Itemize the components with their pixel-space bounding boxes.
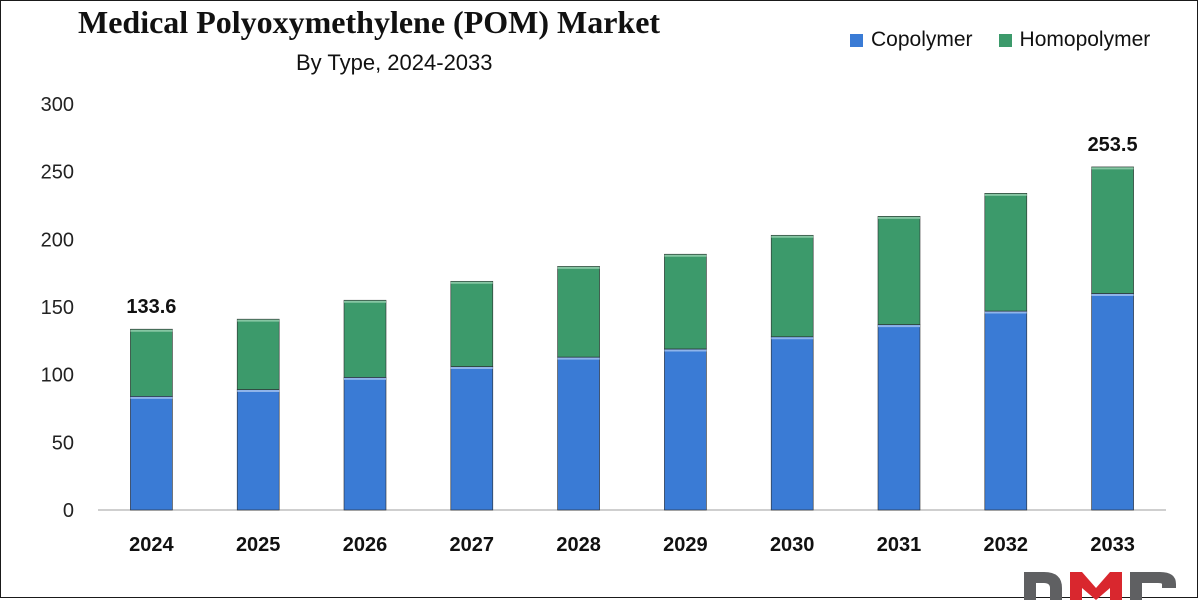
bar-copolymer: [557, 356, 600, 511]
data-label-total: 253.5: [1088, 134, 1138, 156]
x-tick-label: 2024: [129, 534, 174, 556]
bar-homopolymer: [450, 280, 494, 367]
y-tick-label: 50: [52, 432, 74, 454]
bar-copolymer: [984, 310, 1028, 511]
legend-swatch-homopolymer: [998, 33, 1012, 47]
chart-title: Medical Polyoxymethylene (POM) Market: [78, 4, 661, 40]
bar-homopolymer: [770, 234, 814, 338]
bar-homopolymer: [130, 328, 173, 397]
data-label-total: 133.6: [126, 296, 176, 318]
x-tick-label: 2029: [663, 534, 708, 556]
bar-copolymer: [664, 348, 707, 511]
bar-copolymer: [450, 366, 494, 511]
y-tick-label: 100: [41, 365, 74, 387]
legend-swatch-copolymer: [850, 33, 863, 47]
y-tick-label: 250: [41, 162, 74, 184]
bar-homopolymer: [877, 216, 921, 325]
bar-homopolymer: [664, 253, 707, 350]
x-tick-label: 2025: [236, 534, 281, 556]
bar-homopolymer: [1091, 166, 1134, 294]
legend-label-homopolymer: Homopolymer: [1019, 28, 1151, 51]
legend-item-copolymer: Copolymer: [850, 28, 973, 52]
x-tick-label: 2033: [1090, 534, 1135, 556]
bar-copolymer: [130, 396, 173, 511]
bar-copolymer: [877, 324, 921, 511]
bar-copolymer: [1091, 293, 1134, 511]
bar-copolymer: [236, 389, 280, 511]
y-tick-label: 150: [41, 297, 74, 319]
x-tick-label: 2032: [984, 534, 1029, 556]
chart-subtitle: By Type, 2024-2033: [296, 50, 493, 75]
legend-label-copolymer: Copolymer: [871, 28, 973, 51]
x-tick-label: 2027: [450, 534, 495, 556]
x-tick-label: 2030: [770, 534, 815, 556]
legend-item-homopolymer: Homopolymer: [998, 28, 1151, 52]
x-tick-label: 2026: [343, 534, 388, 556]
bar-homopolymer: [236, 318, 280, 390]
company-logo: [1024, 572, 1176, 600]
y-tick-label: 200: [41, 229, 74, 251]
x-tick-label: 2028: [556, 534, 601, 556]
bar-copolymer: [770, 336, 814, 511]
bar-homopolymer: [343, 299, 387, 378]
bar-copolymer: [343, 377, 387, 511]
y-tick-label: 0: [63, 500, 74, 522]
y-tick-label: 300: [41, 94, 74, 116]
bar-homopolymer: [557, 266, 600, 358]
legend: Copolymer Homopolymer: [850, 28, 1150, 52]
bar-homopolymer: [984, 193, 1028, 312]
x-tick-label: 2031: [877, 534, 922, 556]
